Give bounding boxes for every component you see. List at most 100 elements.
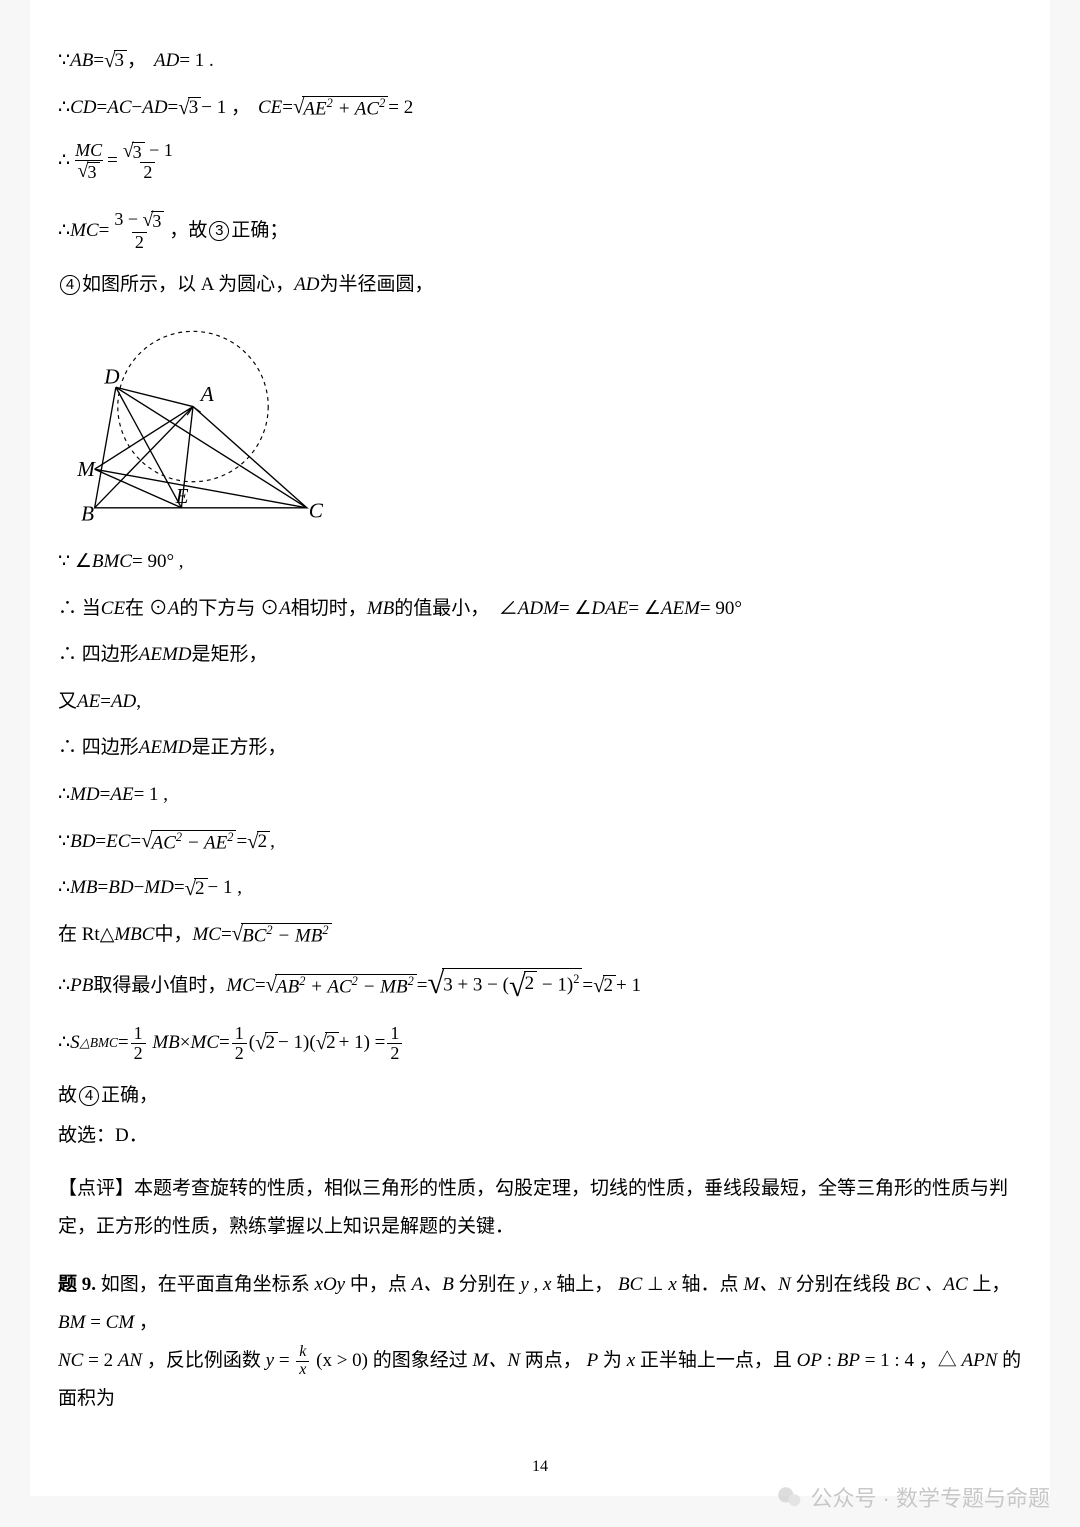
var: BD xyxy=(70,829,95,856)
var: CE xyxy=(101,596,125,623)
var: MD xyxy=(70,782,100,809)
text: = xyxy=(417,973,428,1000)
var: MD xyxy=(144,875,174,902)
math-line: ∵ AB = √3 ， AD = 1 . xyxy=(58,48,1022,75)
math-line: ∴ MC = 3 − √3 2 ，故 3 正确； xyxy=(58,210,1022,251)
text: = xyxy=(90,1312,105,1333)
text: = xyxy=(130,829,141,856)
text: ∴ xyxy=(58,148,70,175)
var: APN xyxy=(961,1350,997,1371)
var: AD xyxy=(154,48,179,75)
text: = xyxy=(279,1350,294,1371)
geometry-diagram: D A M B E C xyxy=(58,316,328,526)
sqrt: √2 xyxy=(247,831,270,853)
math-line: ∴ 四边形 AEMD 是正方形， xyxy=(58,735,1022,762)
var: MB xyxy=(70,875,97,902)
var: y xyxy=(266,1350,274,1371)
var: AE xyxy=(110,782,133,809)
text: = 90° , xyxy=(132,549,184,576)
text: ⊥ xyxy=(647,1274,668,1295)
answer-line: 故选：D． xyxy=(58,1123,1022,1150)
var: BP xyxy=(837,1350,860,1371)
text: = xyxy=(97,95,108,122)
var: AD xyxy=(142,95,167,122)
var: y , x xyxy=(520,1274,551,1295)
var: CD xyxy=(70,95,96,122)
text: 是矩形， xyxy=(192,642,268,669)
text: = xyxy=(236,829,247,856)
var: x xyxy=(668,1274,676,1295)
text: 故 xyxy=(58,1083,77,1110)
wechat-icon xyxy=(776,1484,802,1510)
text: 正确， xyxy=(101,1083,158,1110)
sqrt: √AB2 + AC2 − MB2 xyxy=(266,974,417,998)
text: ∴ xyxy=(58,1030,70,1057)
text: 的值最小， ∠ xyxy=(394,596,518,623)
text: = 1 . xyxy=(179,48,213,75)
text: = xyxy=(168,95,179,122)
var: MC xyxy=(191,1030,220,1057)
page-number: 14 xyxy=(58,1458,1022,1476)
var: AC xyxy=(107,95,131,122)
var: AEMD xyxy=(139,735,192,762)
math-line: ∴ MC √3 = √3 − 1 2 xyxy=(58,141,1022,182)
text: ∴ xyxy=(58,782,70,809)
var: AD xyxy=(294,272,319,299)
document-page: ∵ AB = √3 ， AD = 1 . ∴ CD = AC − AD = √3… xyxy=(30,0,1050,1496)
text: = 1 , xyxy=(134,782,168,809)
var: A xyxy=(279,596,291,623)
text: = ∠ xyxy=(628,596,661,623)
text: × xyxy=(180,1030,191,1057)
text: 分别在 xyxy=(459,1274,521,1295)
text: = xyxy=(255,973,266,1000)
text: 为半径画圆， xyxy=(320,272,434,299)
text: ， xyxy=(139,1312,158,1333)
var: MC xyxy=(70,218,99,245)
text: = xyxy=(93,48,104,75)
text: = xyxy=(100,689,111,716)
text: 故选：D． xyxy=(58,1123,148,1150)
text: 在 Rt△ xyxy=(58,922,114,949)
var: MB xyxy=(367,596,394,623)
text: ∴ 四边形 xyxy=(58,642,139,669)
text: = 2 xyxy=(88,1350,113,1371)
var: BMC xyxy=(92,549,132,576)
text: 又 xyxy=(58,689,77,716)
math-line: ∴ S△BMC = 12 MB × MC = 12 (√2 − 1)(√2 + … xyxy=(58,1024,1022,1063)
sqrt: √2 xyxy=(593,975,616,997)
text: 中，点 xyxy=(350,1274,412,1295)
subscript: △BMC xyxy=(80,1034,118,1053)
text: = xyxy=(219,1030,230,1057)
text: 是正方形， xyxy=(192,735,287,762)
text: 上， xyxy=(972,1274,1010,1295)
text: 正确； xyxy=(231,218,288,245)
var: MC xyxy=(192,922,221,949)
fraction: 3 − √3 2 xyxy=(111,210,167,251)
var: A、B xyxy=(412,1274,454,1295)
var: CE xyxy=(258,95,282,122)
text: − xyxy=(132,95,143,122)
circled-number: 4 xyxy=(79,1086,99,1106)
label-m: M xyxy=(76,457,96,481)
math-line: ∴ PB 取得最小值时， MC = √AB2 + AC2 − MB2 = √3 … xyxy=(58,968,1022,1003)
question-label: 题 9. xyxy=(58,1274,96,1295)
math-line: ∴ MD = AE = 1 , xyxy=(58,782,1022,809)
comment-paragraph: 【点评】本题考查旋转的性质，相似三角形的性质，勾股定理，切线的性质，垂线段最短，… xyxy=(58,1170,1022,1246)
sqrt: √3 xyxy=(178,97,201,119)
math-line: ∴ CD = AC − AD = √3 − 1 ， CE = √AE2 + AC… xyxy=(58,95,1022,122)
var: S xyxy=(70,1030,80,1057)
fraction: kx xyxy=(296,1344,309,1379)
var: BC 、AC xyxy=(895,1274,967,1295)
text: 如图，在平面直角坐标系 xyxy=(101,1274,315,1295)
var: xOy xyxy=(315,1274,346,1295)
circled-number: 4 xyxy=(60,275,80,295)
text: = xyxy=(282,95,293,122)
text: ∴ xyxy=(58,218,70,245)
text: ∵ xyxy=(58,829,70,856)
var: CM xyxy=(106,1312,135,1333)
sqrt: √3 xyxy=(104,50,127,72)
fraction: 12 xyxy=(387,1024,402,1063)
text: (x > 0) xyxy=(316,1350,368,1371)
text: = xyxy=(98,875,109,902)
math-line: 故 4 正确， xyxy=(58,1083,1022,1110)
